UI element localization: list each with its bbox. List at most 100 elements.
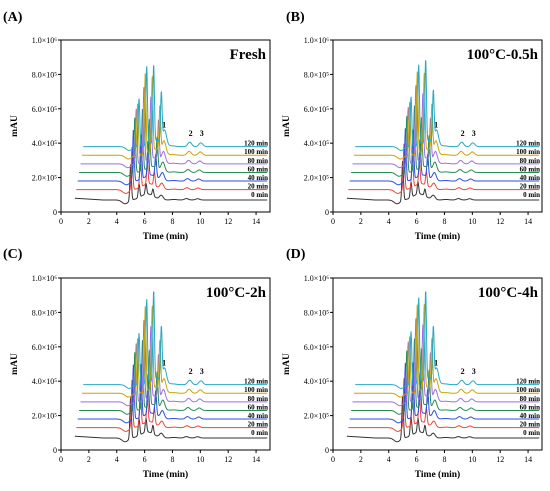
- series-trace-20-min: [76, 379, 268, 432]
- x-tick-label: 0: [59, 217, 63, 226]
- series-label: 40 min: [520, 174, 541, 182]
- series-label: 0 min: [523, 191, 540, 199]
- peak-label: 1: [162, 358, 166, 367]
- series-trace-80-min: [80, 319, 268, 407]
- x-axis-label: Time (min): [415, 231, 460, 242]
- x-tick-label: 0: [331, 217, 335, 226]
- series-trace-40-min: [77, 129, 268, 186]
- y-tick-label: 6.0×10⁵: [304, 105, 330, 114]
- y-tick-label: 4.0×10⁵: [32, 377, 58, 386]
- chart-panel: (B)0 2 4 6 8 10 12 1402.0×10⁵4.0×10⁵6.0×10⁵8.0×…: [282, 10, 543, 242]
- peak-label: 1: [434, 120, 438, 129]
- series-trace-40-min: [349, 362, 540, 424]
- series-label: 100 min: [516, 148, 540, 156]
- series-label: 20 min: [248, 421, 269, 429]
- series-trace-100-min: [81, 73, 268, 160]
- chart-title: 100°C-4h: [478, 285, 539, 301]
- plot-frame: [60, 39, 271, 213]
- series-trace-120-min: [83, 65, 268, 151]
- series-trace-0-min: [74, 164, 268, 205]
- series-trace-0-min: [74, 397, 268, 443]
- x-tick-label: 6: [143, 217, 147, 226]
- y-tick-label: 6.0×10⁵: [32, 105, 58, 114]
- series-label: 80 min: [248, 395, 269, 403]
- panel-letter: (A): [3, 10, 23, 25]
- series-label: 0 min: [251, 429, 268, 437]
- x-tick-label: 4: [115, 455, 119, 464]
- series-label: 60 min: [248, 403, 269, 411]
- y-axis-label: mAU: [10, 353, 20, 375]
- x-tick-label: 4: [387, 455, 391, 464]
- x-tick-label: 10: [468, 455, 476, 464]
- y-tick-label: 1.0×10⁶: [32, 274, 58, 283]
- x-tick-label: 14: [524, 217, 532, 226]
- x-tick-label: 12: [224, 455, 232, 464]
- series-label: 40 min: [520, 412, 541, 420]
- series-trace-20-min: [348, 143, 540, 194]
- y-tick-label: 1.0×10⁶: [304, 36, 330, 45]
- y-tick-label: 0: [53, 208, 57, 217]
- x-tick-label: 8: [170, 455, 174, 464]
- series-label: 60 min: [248, 165, 269, 173]
- x-tick-label: 2: [87, 455, 91, 464]
- y-tick-label: 2.0×10⁵: [32, 174, 58, 183]
- peak-label: 2: [189, 129, 193, 138]
- plot-frame: [60, 277, 271, 451]
- y-tick-label: 2.0×10⁵: [32, 412, 58, 421]
- series-trace-40-min: [349, 128, 540, 186]
- y-tick-label: 8.0×10⁵: [32, 70, 58, 79]
- x-tick-label: 10: [196, 455, 204, 464]
- series-trace-60-min: [351, 338, 540, 415]
- series-label: 0 min: [523, 429, 540, 437]
- peak-label: 3: [200, 367, 204, 376]
- peak-label: 2: [189, 367, 193, 376]
- series-label: 80 min: [520, 157, 541, 165]
- series-trace-120-min: [355, 60, 540, 151]
- series-trace-0-min: [346, 160, 540, 205]
- x-tick-label: 10: [468, 217, 476, 226]
- series-label: 120 min: [244, 378, 268, 386]
- x-axis-label: Time (min): [143, 469, 188, 480]
- x-tick-label: 14: [252, 217, 260, 226]
- y-tick-label: 4.0×10⁵: [304, 377, 330, 386]
- x-tick-label: 2: [359, 217, 363, 226]
- x-tick-label: 10: [196, 217, 204, 226]
- series-trace-100-min: [353, 303, 540, 398]
- y-tick-label: 0: [325, 446, 329, 455]
- y-tick-label: 1.0×10⁶: [32, 36, 58, 45]
- x-tick-label: 8: [442, 217, 446, 226]
- y-tick-label: 8.0×10⁵: [32, 308, 58, 317]
- series-label: 60 min: [520, 165, 541, 173]
- x-tick-label: 4: [115, 217, 119, 226]
- series-trace-20-min: [348, 378, 540, 432]
- series-trace-60-min: [79, 109, 268, 177]
- series-label: 20 min: [248, 183, 269, 191]
- peak-label: 3: [200, 129, 204, 138]
- peak-label: 1: [162, 120, 166, 129]
- series-label: 0 min: [251, 191, 268, 199]
- series-trace-100-min: [353, 71, 540, 160]
- chart-panel: (C)0 2 4 6 8 10 12 1402.0×10⁵4.0×10⁵6.0×10⁵8.0×…: [3, 247, 271, 480]
- x-tick-label: 8: [442, 455, 446, 464]
- series-label: 80 min: [248, 157, 269, 165]
- x-tick-label: 12: [496, 217, 504, 226]
- x-axis-label: Time (min): [415, 469, 460, 480]
- series-trace-100-min: [81, 305, 268, 398]
- panel-letter: (C): [3, 247, 23, 262]
- series-trace-80-min: [80, 86, 268, 169]
- peak-label: 2: [461, 367, 465, 376]
- x-tick-label: 12: [496, 455, 504, 464]
- panel-letter: (B): [286, 10, 305, 25]
- series-label: 20 min: [520, 421, 541, 429]
- series-label: 80 min: [520, 395, 541, 403]
- x-tick-label: 6: [415, 217, 419, 226]
- y-tick-label: 2.0×10⁵: [304, 174, 330, 183]
- x-tick-label: 0: [59, 455, 63, 464]
- x-tick-label: 12: [224, 217, 232, 226]
- x-axis-label: Time (min): [143, 231, 188, 242]
- y-axis-label: mAU: [282, 353, 292, 375]
- y-tick-label: 6.0×10⁵: [304, 343, 330, 352]
- chart-title: Fresh: [230, 47, 267, 63]
- x-tick-label: 0: [331, 455, 335, 464]
